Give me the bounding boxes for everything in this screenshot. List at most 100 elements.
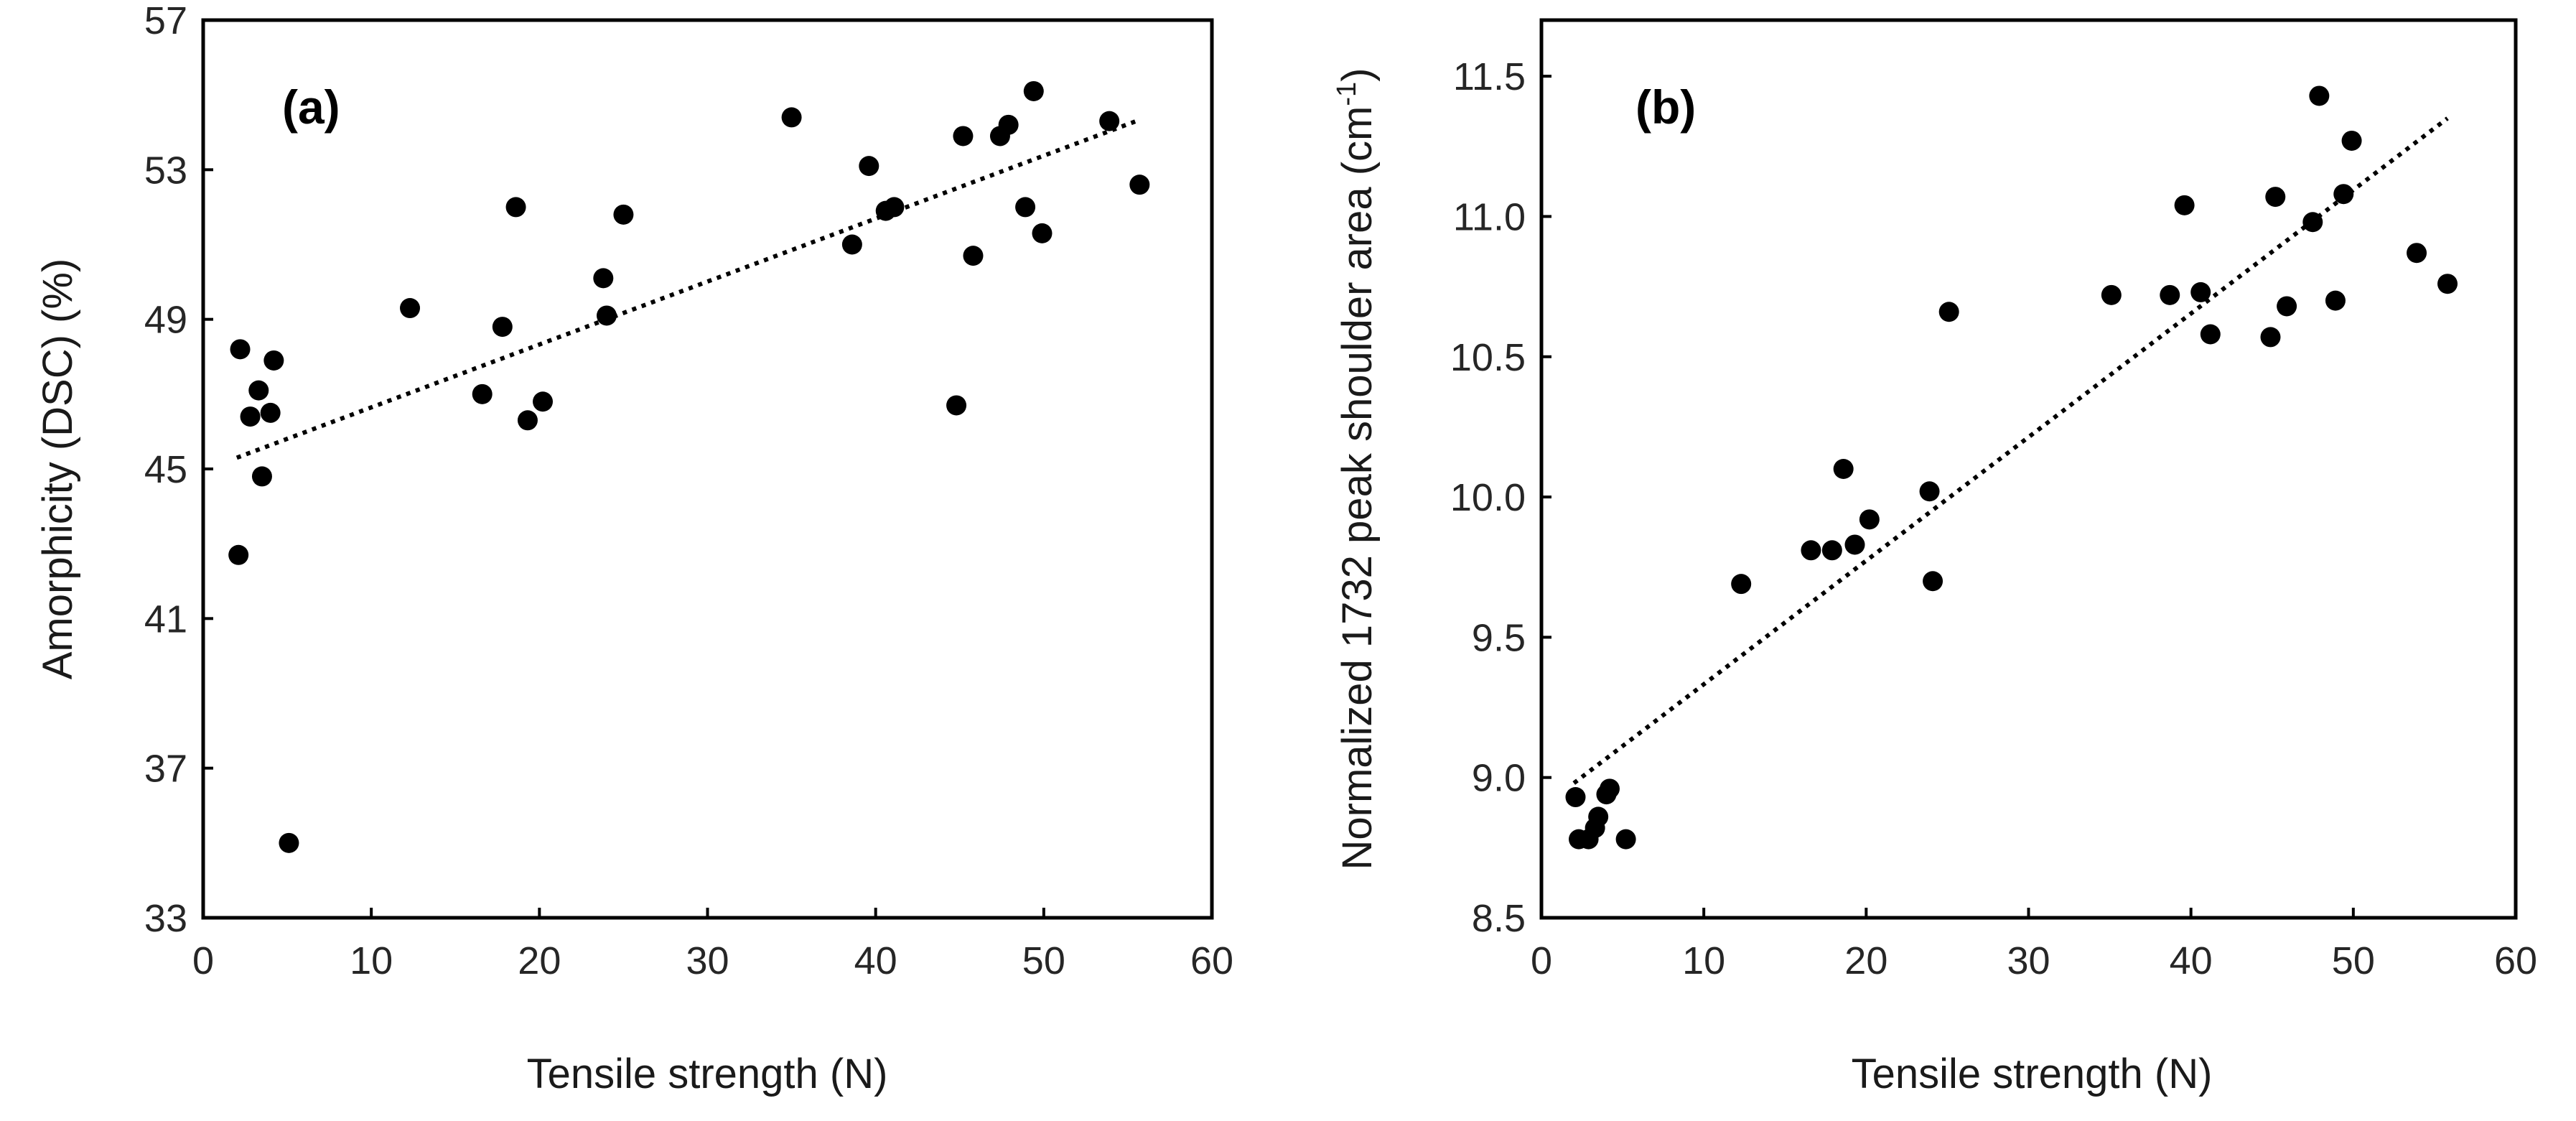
- y-axis-ticks-b: 8.5 9.0 9.5 10.0 10.5 11.0 11.5: [1450, 55, 1551, 940]
- panel-label-a: (a): [282, 80, 340, 134]
- data-point-b: [2437, 274, 2458, 294]
- x-axis-title-b: Tensile strength (N): [1852, 1051, 2213, 1097]
- y-axis-title-b-main: Normalized 1732 peak shoulder area (cm: [1334, 106, 1381, 870]
- data-point-a: [1032, 223, 1053, 243]
- plot-frame-b: [1539, 18, 2518, 920]
- data-point-a: [228, 544, 249, 565]
- data-point-b: [2277, 296, 2297, 317]
- x-tick-label-a: 30: [686, 939, 729, 982]
- y-tick-label-a: 33: [144, 897, 187, 940]
- x-tick-label-b: 40: [2170, 939, 2213, 982]
- x-tick-label-a: 50: [1022, 939, 1065, 982]
- data-point-b: [2309, 85, 2330, 106]
- x-tick-label-b: 0: [1531, 939, 1552, 982]
- data-point-b: [1938, 302, 1959, 322]
- data-point-a: [263, 350, 284, 371]
- data-point-b: [2260, 327, 2281, 348]
- data-point-a: [251, 466, 272, 487]
- trendline-a: [235, 118, 1137, 460]
- x-tick-label-b: 10: [1682, 939, 1725, 982]
- data-point-a: [953, 126, 974, 146]
- x-tick-label-b: 60: [2494, 939, 2537, 982]
- x-tick-label-a: 10: [350, 939, 393, 982]
- data-point-a: [1015, 197, 1036, 218]
- y-tick-label-b: 11.0: [1453, 195, 1526, 238]
- y-axis-title-b-superscript: -1: [1332, 82, 1362, 106]
- data-point-b: [2200, 324, 2221, 345]
- chart-panel-a: 0 10 20 30 40 50 60 33 37 41 45 49 53 57 (a) Tensile…: [34, 0, 1233, 1097]
- data-point-a: [859, 156, 879, 177]
- y-tick-label-b: 10.5: [1450, 336, 1526, 379]
- plot-frame-a: [201, 18, 1214, 920]
- x-tick-label-a: 40: [854, 939, 897, 982]
- y-tick-label-b: 9.5: [1472, 616, 1526, 659]
- data-point-a: [946, 395, 967, 416]
- y-axis-ticks-a: 33 37 41 45 49 53 57: [144, 0, 213, 940]
- data-point-a: [781, 107, 802, 128]
- data-points-a: [228, 80, 1150, 853]
- data-point-a: [1023, 80, 1044, 101]
- data-point-a: [492, 317, 513, 338]
- data-point-b: [1844, 534, 1865, 555]
- y-tick-label-a: 45: [144, 448, 187, 491]
- data-point-b: [2325, 290, 2346, 311]
- x-tick-label-a: 0: [192, 939, 214, 982]
- data-point-b: [2190, 282, 2211, 302]
- data-point-a: [963, 246, 984, 266]
- data-point-a: [841, 234, 862, 255]
- data-point-a: [248, 380, 269, 401]
- trendline-b: [1572, 116, 2449, 785]
- data-point-b: [1919, 481, 1940, 502]
- data-point-b: [2101, 284, 2122, 305]
- data-point-a: [533, 391, 554, 412]
- data-point-b: [2174, 195, 2195, 215]
- data-points-b: [1565, 85, 2458, 850]
- y-tick-label-b: 8.5: [1472, 897, 1526, 940]
- y-tick-label-a: 57: [144, 0, 187, 42]
- y-axis-title-a: Amorphicity (DSC) (%): [34, 259, 81, 680]
- panel-label-b: (b): [1635, 80, 1696, 134]
- x-axis-ticks-a: 0 10 20 30 40 50 60: [192, 908, 1233, 982]
- data-point-b: [1599, 778, 1620, 799]
- data-point-b: [1801, 540, 1821, 561]
- chart-panel-b: 0 10 20 30 40 50 60 8.59.09.510.010.511.011.5 …: [1332, 18, 2537, 1097]
- data-point-b: [1615, 829, 1636, 850]
- y-axis-title-b: Normalized 1732 peak shoulder area (cm-1…: [1332, 68, 1381, 870]
- data-point-b: [2333, 184, 2354, 205]
- y-tick-label-a: 41: [144, 597, 187, 641]
- data-point-a: [240, 406, 261, 427]
- data-point-b: [2265, 187, 2286, 208]
- data-point-b: [1565, 787, 1586, 808]
- data-point-a: [597, 305, 617, 326]
- data-point-a: [998, 114, 1019, 135]
- data-point-b: [1731, 574, 1752, 595]
- x-axis-ticks-b: 0 10 20 30 40 50 60: [1531, 908, 2537, 982]
- data-point-a: [230, 339, 251, 360]
- x-tick-label-b: 50: [2332, 939, 2375, 982]
- data-point-b: [1821, 540, 1842, 561]
- y-tick-label-b: 10.0: [1450, 476, 1526, 519]
- data-point-a: [593, 268, 614, 289]
- x-tick-label-b: 20: [1844, 939, 1887, 982]
- y-tick-label-a: 49: [144, 299, 187, 342]
- data-point-a: [613, 204, 634, 225]
- data-point-a: [260, 402, 281, 423]
- data-point-b: [1588, 806, 1609, 827]
- data-point-a: [400, 298, 421, 319]
- data-point-a: [1099, 111, 1120, 131]
- x-tick-label-a: 60: [1190, 939, 1233, 982]
- data-point-a: [505, 197, 526, 218]
- data-point-b: [2341, 130, 2362, 151]
- data-point-a: [472, 383, 493, 404]
- data-point-a: [279, 832, 299, 853]
- x-tick-label-a: 20: [518, 939, 561, 982]
- x-tick-label-b: 30: [2007, 939, 2050, 982]
- y-axis-title-b-suffix: ): [1334, 68, 1381, 81]
- y-tick-label-a: 53: [144, 149, 187, 192]
- y-tick-label-b: 11.5: [1453, 55, 1526, 98]
- y-tick-label-a: 37: [144, 748, 187, 791]
- x-axis-title-a: Tensile strength (N): [527, 1051, 888, 1097]
- data-point-b: [1859, 509, 1880, 530]
- data-point-a: [517, 410, 538, 431]
